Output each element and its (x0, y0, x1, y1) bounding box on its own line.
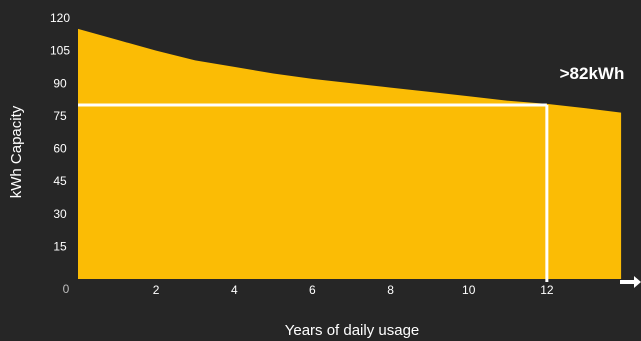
y-tick-label: 75 (53, 109, 67, 123)
capacity-area (78, 28, 622, 280)
y-tick-label: 15 (53, 239, 67, 253)
x-tick-label: 6 (309, 283, 316, 297)
area-layer (78, 28, 622, 280)
capacity-callout-label: >82kWh (560, 64, 625, 83)
y-tick-label: 60 (53, 142, 67, 156)
x-axis-title: Years of daily usage (285, 322, 420, 339)
arrow-shaft (620, 280, 634, 284)
y-tick-label: 30 (53, 207, 67, 221)
y-axis-title: kWh Capacity (8, 105, 25, 198)
x-tick-label: 10 (462, 283, 476, 297)
y-tick-label: 90 (53, 76, 67, 90)
x-tick-labels: 2 4 6 8 10 12 (153, 283, 554, 297)
y-tick-label: 105 (50, 44, 70, 58)
x-tick-label: 4 (231, 283, 238, 297)
y-tick-label: 120 (50, 11, 70, 25)
y-tick-label: 45 (53, 174, 67, 188)
x-axis-arrow (620, 276, 641, 288)
arrow-head (634, 276, 641, 288)
y-tick-labels: 15 30 45 60 75 90 105 120 (50, 11, 70, 253)
origin-tick-label: 0 (63, 282, 70, 296)
marker-layer (78, 103, 549, 282)
x-tick-label: 2 (153, 283, 160, 297)
x-tick-label: 12 (540, 283, 554, 297)
x-tick-label: 8 (387, 283, 394, 297)
